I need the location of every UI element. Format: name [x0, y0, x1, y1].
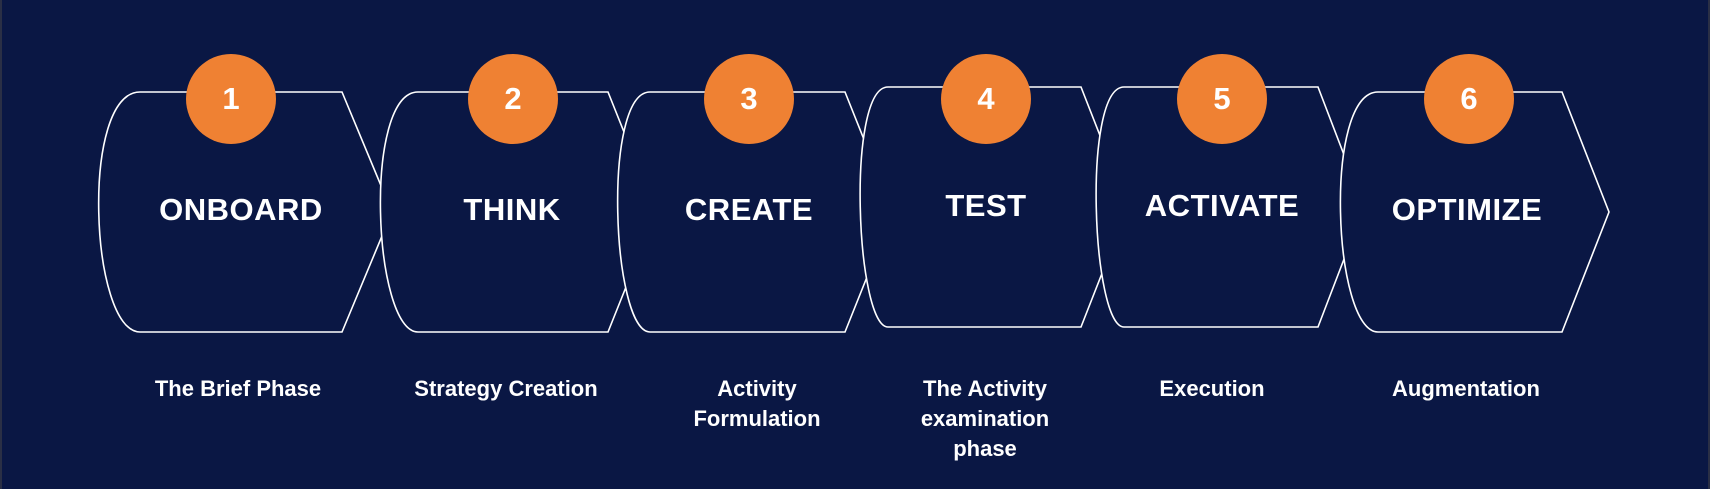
step-description-3: Activity Formulation: [693, 376, 821, 431]
step-number-badge-6: 6: [1424, 54, 1514, 144]
step-title-3: CREATE: [684, 192, 814, 227]
step-title-6: OPTIMIZE: [1391, 192, 1543, 227]
step-arrow-shape-5: [1095, 86, 1365, 328]
step-number-badge-5: 5: [1177, 54, 1267, 144]
step-arrow-shape-1: [97, 91, 393, 333]
step-number-badge-4: 4: [941, 54, 1031, 144]
step-arrow-shape-2: [379, 91, 657, 333]
step-description-5: Execution: [1159, 376, 1265, 401]
step-arrow-shape-4: [859, 86, 1129, 328]
step-number-badge-3: 3: [704, 54, 794, 144]
step-description-1: The Brief Phase: [154, 376, 322, 401]
step-description-2: Strategy Creation: [414, 376, 598, 401]
step-arrow-shape-6: [1339, 91, 1610, 333]
left-edge-divider: [0, 0, 2, 489]
step-title-5: ACTIVATE: [1144, 188, 1300, 223]
step-number-badge-2: 2: [468, 54, 558, 144]
step-description-6: Augmentation: [1392, 376, 1540, 401]
right-edge-divider: [1708, 0, 1710, 489]
step-number-badge-1: 1: [186, 54, 276, 144]
step-title-4: TEST: [945, 188, 1027, 223]
step-arrow-shape-3: [616, 91, 894, 333]
step-title-1: ONBOARD: [159, 192, 323, 227]
step-description-4: The Activity examination phase: [920, 376, 1050, 461]
step-title-2: THINK: [463, 192, 561, 227]
